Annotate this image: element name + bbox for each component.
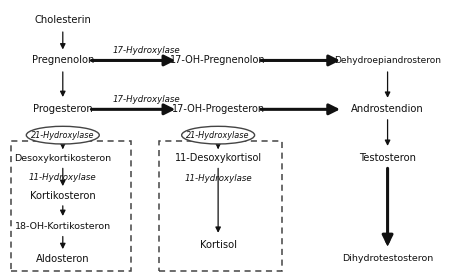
Text: Pregnenolon: Pregnenolon [32, 55, 94, 66]
Bar [11, 141, 131, 271]
Bar [159, 141, 281, 271]
Text: Dehydroepiandrosteron: Dehydroepiandrosteron [334, 56, 441, 65]
Text: Kortikosteron: Kortikosteron [30, 191, 96, 201]
Ellipse shape [26, 126, 99, 144]
Text: 17-OH-Progesteron: 17-OH-Progesteron [172, 104, 265, 114]
Text: Progesteron: Progesteron [33, 104, 93, 114]
Text: Aldosteron: Aldosteron [36, 254, 89, 264]
Ellipse shape [182, 126, 254, 144]
Text: 11-Hydroxylase: 11-Hydroxylase [29, 173, 96, 182]
Text: 18-OH-Kortikosteron: 18-OH-Kortikosteron [15, 222, 111, 231]
Text: Kortisol: Kortisol [200, 240, 236, 250]
Text: Desoxykortikosteron: Desoxykortikosteron [14, 154, 111, 163]
Text: 11-Desoxykortisol: 11-Desoxykortisol [175, 153, 262, 163]
Text: Cholesterin: Cholesterin [35, 15, 91, 25]
Text: 17-Hydroxylase: 17-Hydroxylase [112, 46, 180, 55]
Text: 17-Hydroxylase: 17-Hydroxylase [112, 96, 180, 105]
Text: 11-Hydroxylase: 11-Hydroxylase [184, 174, 252, 183]
Text: 17-OH-Pregnenolon: 17-OH-Pregnenolon [170, 55, 266, 66]
Text: 21-Hydroxylase: 21-Hydroxylase [31, 131, 95, 140]
Text: Testosteron: Testosteron [359, 153, 416, 163]
Text: Dihydrotestosteron: Dihydrotestosteron [342, 254, 433, 263]
Text: 21-Hydroxylase: 21-Hydroxylase [186, 131, 250, 140]
Text: Androstendion: Androstendion [351, 104, 424, 114]
